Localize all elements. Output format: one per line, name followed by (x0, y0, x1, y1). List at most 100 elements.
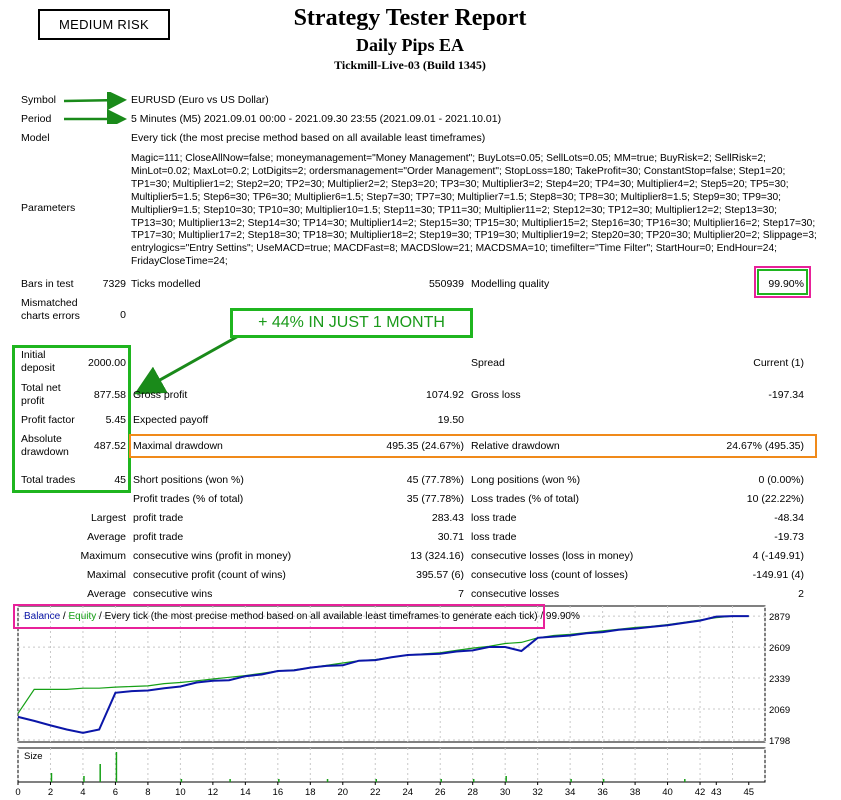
x-tick-label: 28 (467, 787, 478, 798)
ptrades-label: Profit trades (% of total) (133, 493, 244, 505)
mcl-value: 4 (-149.91) (752, 550, 804, 562)
grossloss-label: Gross loss (471, 389, 521, 401)
x-tick-label: 12 (208, 787, 219, 798)
mcp-value: 395.57 (6) (416, 569, 464, 581)
llt-value: -48.34 (774, 512, 804, 524)
period-value: 5 Minutes (M5) 2021.09.01 00:00 - 2021.0… (131, 113, 502, 125)
reldd-label: Relative drawdown (471, 440, 560, 452)
lpt-value: 283.43 (431, 512, 464, 524)
acw-label: consecutive wins (133, 588, 213, 600)
long-value: 0 (0.00%) (758, 474, 804, 486)
spread-label: Spread (471, 357, 505, 369)
long-label: Long positions (won %) (471, 474, 581, 486)
volume-frame (17, 747, 766, 783)
average2-label: Average (87, 588, 126, 600)
pf-label: Profit factor (21, 414, 75, 426)
x-tick-label: 8 (145, 787, 150, 798)
model-label: Model (21, 132, 50, 144)
x-tick-label: 22 (370, 787, 381, 798)
trades-value: 45 (114, 474, 126, 486)
apt-value: 30.71 (437, 531, 464, 543)
short-label: Short positions (won %) (133, 474, 244, 486)
x-tick-label: 40 (662, 787, 673, 798)
ticks-value: 550939 (428, 278, 464, 290)
mismatch-value: 0 (120, 309, 126, 321)
largest-label: Largest (90, 512, 126, 524)
y-tick-label: 2339 (769, 674, 790, 685)
quality-highlight-inner (757, 269, 808, 295)
trades-label: Total trades (21, 474, 76, 486)
deposit-label: Initial deposit (21, 349, 55, 374)
x-tick-label: 42 (695, 787, 706, 798)
netprofit-label: Total net profit (21, 382, 61, 407)
x-tick-label: 34 (565, 787, 576, 798)
legend-description: / Every tick (the most precise method ba… (96, 611, 580, 622)
quality-label: Modelling quality (471, 278, 550, 290)
lpt-label: profit trade (133, 512, 184, 524)
llt-label: loss trade (471, 512, 517, 524)
alt-label: loss trade (471, 531, 517, 543)
x-tick-label: 20 (337, 787, 348, 798)
maximal-label: Maximal (86, 569, 126, 581)
x-tick-label: 24 (402, 787, 413, 798)
parameters-value: Magic=111; CloseAllNow=false; moneymanag… (131, 153, 817, 268)
short-value: 45 (77.78%) (406, 474, 464, 486)
legend-sep: / (60, 611, 69, 622)
absdd-label: Absolute drawdown (21, 433, 69, 458)
x-tick-label: 43 (711, 787, 722, 798)
y-tick-label: 2879 (769, 612, 790, 623)
grossprofit-value: 1074.92 (426, 389, 464, 401)
reldd-value: 24.67% (495.35) (726, 440, 804, 452)
ticks-label: Ticks modelled (131, 278, 201, 290)
grossloss-value: -197.34 (768, 389, 804, 401)
parameters-label: Parameters (21, 202, 76, 214)
alt-value: -19.73 (774, 531, 804, 543)
mcl-label: consecutive losses (loss in money) (471, 550, 634, 562)
x-tick-label: 26 (435, 787, 446, 798)
maxdd-value: 495.35 (24.67%) (386, 440, 464, 452)
x-tick-label: 4 (80, 787, 85, 798)
risk-label-box: MEDIUM RISK (38, 9, 170, 40)
payoff-value: 19.50 (437, 414, 464, 426)
x-tick-label: 30 (500, 787, 511, 798)
mcloss-value: -149.91 (4) (752, 569, 804, 581)
quality-highlight-outer (754, 266, 811, 298)
maxdd-label: Maximal drawdown (133, 440, 223, 452)
x-tick-label: 45 (743, 787, 754, 798)
drawdown-highlight-box (129, 434, 817, 458)
report-title: Strategy Tester Report (293, 5, 527, 31)
period-label: Period (21, 113, 52, 125)
x-tick-label: 6 (113, 787, 118, 798)
mcp-label: consecutive profit (count of wins) (133, 569, 286, 581)
deposit-value: 2000.00 (88, 357, 126, 369)
size-label: Size (24, 751, 42, 762)
absdd-value: 487.52 (93, 440, 126, 452)
y-tick-label: 1798 (769, 736, 790, 747)
mcw-value: 13 (324.16) (410, 550, 464, 562)
bars-label: Bars in test (21, 278, 74, 290)
ltrades-label: Loss trades (% of total) (471, 493, 579, 505)
symbol-label: Symbol (21, 94, 57, 106)
x-tick-label: 0 (15, 787, 20, 798)
spread-value: Current (1) (753, 357, 804, 369)
x-tick-label: 18 (305, 787, 316, 798)
balance-series-line (17, 615, 749, 734)
risk-label: MEDIUM RISK (59, 17, 149, 32)
x-tick-label: 2 (48, 787, 53, 798)
ea-name: Daily Pips EA (355, 35, 465, 55)
symbol-value: EURUSD (Euro vs US Dollar) (131, 94, 269, 106)
symbol-arrow (63, 92, 127, 111)
ltrades-value: 10 (22.22%) (746, 493, 804, 505)
callout-arrow (134, 332, 243, 395)
bars-value: 7329 (102, 278, 126, 290)
maximum-label: Maximum (80, 550, 126, 562)
y-tick-label: 2069 (769, 705, 790, 716)
netprofit-value: 877.58 (93, 389, 126, 401)
server-name: Tickmill-Live-03 (Build 1345) (334, 58, 486, 72)
x-tick-label: 10 (175, 787, 186, 798)
ptrades-value: 35 (77.78%) (406, 493, 464, 505)
acl-value: 2 (798, 588, 804, 600)
mcw-label: consecutive wins (profit in money) (133, 550, 292, 562)
x-tick-label: 16 (273, 787, 284, 798)
